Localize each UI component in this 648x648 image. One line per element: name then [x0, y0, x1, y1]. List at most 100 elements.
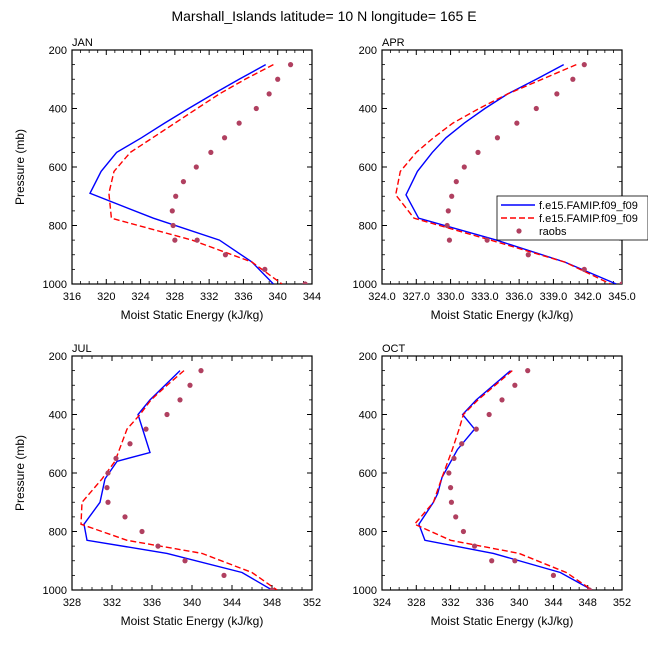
plot-frame	[381, 355, 623, 591]
legend-entry-label: raobs	[539, 226, 567, 238]
x-tick-label: 339.0	[540, 291, 568, 303]
raobs-point	[586, 587, 593, 590]
legend-marker-raobs	[516, 228, 522, 234]
x-axis-label: Moist Static Energy (kJ/kg)	[431, 308, 574, 322]
panel-label: APR	[382, 37, 405, 49]
series-line-solid	[418, 370, 593, 590]
y-tick-label: 200	[49, 351, 67, 363]
y-tick-label: 1000	[43, 585, 67, 597]
y-tick-label: 400	[359, 410, 377, 422]
raobs-point	[143, 426, 149, 432]
x-tick-label: 330.0	[437, 291, 465, 303]
raobs-point	[173, 193, 179, 199]
y-tick-label: 200	[49, 45, 67, 57]
raobs-point	[105, 470, 111, 476]
raobs-point	[182, 558, 188, 564]
x-tick-label: 348	[579, 597, 597, 609]
raobs-point	[453, 514, 459, 520]
x-tick-label: 324.0	[368, 291, 396, 303]
y-tick-label: 800	[359, 221, 377, 233]
raobs-point	[619, 281, 622, 284]
raobs-point	[581, 62, 587, 68]
raobs-point	[453, 179, 459, 185]
x-tick-label: 342.0	[574, 291, 602, 303]
raobs-point	[444, 222, 450, 229]
x-tick-label: 352	[613, 597, 631, 609]
raobs-point	[113, 455, 119, 461]
x-tick-label: 324	[131, 291, 149, 303]
raobs-point	[104, 485, 110, 491]
raobs-point	[253, 105, 259, 112]
series-group	[394, 62, 622, 284]
raobs-point	[486, 411, 492, 418]
plot-frame	[381, 49, 623, 285]
x-tick-label: 332	[441, 597, 459, 609]
raobs-point	[446, 470, 452, 476]
x-tick-label: 345.0	[608, 291, 636, 303]
raobs-point	[484, 237, 490, 243]
chart-panel-apr: 324.0 327.0 330.0 333.0 336.0 339.0 342.0 345.0…	[353, 37, 636, 322]
raobs-point	[262, 266, 268, 272]
raobs-point	[449, 193, 455, 199]
x-axis-label: Moist Static Energy (kJ/kg)	[431, 614, 574, 628]
raobs-point	[525, 368, 531, 374]
x-axis-label: Moist Static Energy (kJ/kg)	[121, 614, 264, 628]
x-tick-label: 328	[407, 597, 425, 609]
chart-panel-oct: 324 328 332 336 340 344 348 352 200 400 600 800 1000…	[353, 343, 632, 628]
raobs-point	[514, 120, 520, 126]
x-tick-label: 336	[143, 597, 161, 609]
y-tick-label: 1000	[43, 279, 67, 291]
legend: f.e15.FAMIP.f09_f09f.e15.FAMIP.f09_f09ra…	[496, 195, 648, 241]
y-tick-label: 600	[49, 468, 67, 480]
raobs-point	[222, 252, 229, 258]
series-group	[413, 368, 593, 590]
series-line-solid	[89, 63, 274, 284]
x-tick-label: 344	[544, 597, 562, 609]
plot-frame	[71, 49, 313, 285]
raobs-point	[445, 208, 451, 214]
x-tick-label: 340	[269, 291, 287, 303]
raobs-point	[451, 455, 457, 461]
x-tick-label: 348	[263, 597, 281, 609]
raobs-point	[533, 105, 539, 112]
x-tick-label: 352	[303, 597, 321, 609]
x-tick-label: 336	[476, 597, 494, 609]
raobs-point	[475, 149, 481, 155]
raobs-point	[287, 62, 294, 68]
panel-label: JAN	[72, 37, 93, 49]
x-tick-label: 328	[63, 597, 81, 609]
y-tick-label: 1000	[353, 585, 377, 597]
y-tick-label: 200	[359, 45, 377, 57]
raobs-point	[127, 441, 133, 447]
raobs-point	[512, 382, 518, 388]
raobs-point	[489, 558, 495, 564]
legend-entry-label: f.e15.FAMIP.f09_f09	[539, 213, 638, 225]
y-tick-label: 1000	[353, 279, 377, 291]
series-line-dashed	[413, 370, 593, 590]
raobs-point	[155, 543, 161, 549]
raobs-point	[447, 485, 454, 491]
raobs-point	[446, 237, 453, 243]
y-tick-label: 200	[359, 351, 377, 363]
raobs-point	[275, 76, 281, 82]
raobs-point	[581, 266, 587, 272]
y-tick-label: 800	[49, 221, 67, 233]
raobs-point	[169, 208, 175, 214]
raobs-point	[198, 368, 204, 374]
series-line-solid	[83, 370, 273, 590]
raobs-point	[172, 237, 178, 243]
raobs-point	[554, 91, 560, 97]
series-line-dashed	[80, 370, 278, 590]
x-tick-label: 344	[223, 597, 241, 609]
x-tick-label: 340	[183, 597, 201, 609]
x-tick-label: 324	[373, 597, 391, 609]
y-axis-label: Pressure (mb)	[13, 435, 27, 511]
raobs-point	[512, 558, 518, 564]
raobs-point	[236, 120, 242, 126]
series-group	[89, 62, 308, 284]
raobs-point	[187, 382, 193, 388]
raobs-point	[221, 135, 228, 141]
x-tick-label: 327.0	[403, 291, 431, 303]
x-axis-label: Moist Static Energy (kJ/kg)	[121, 308, 264, 322]
raobs-point	[180, 179, 187, 185]
